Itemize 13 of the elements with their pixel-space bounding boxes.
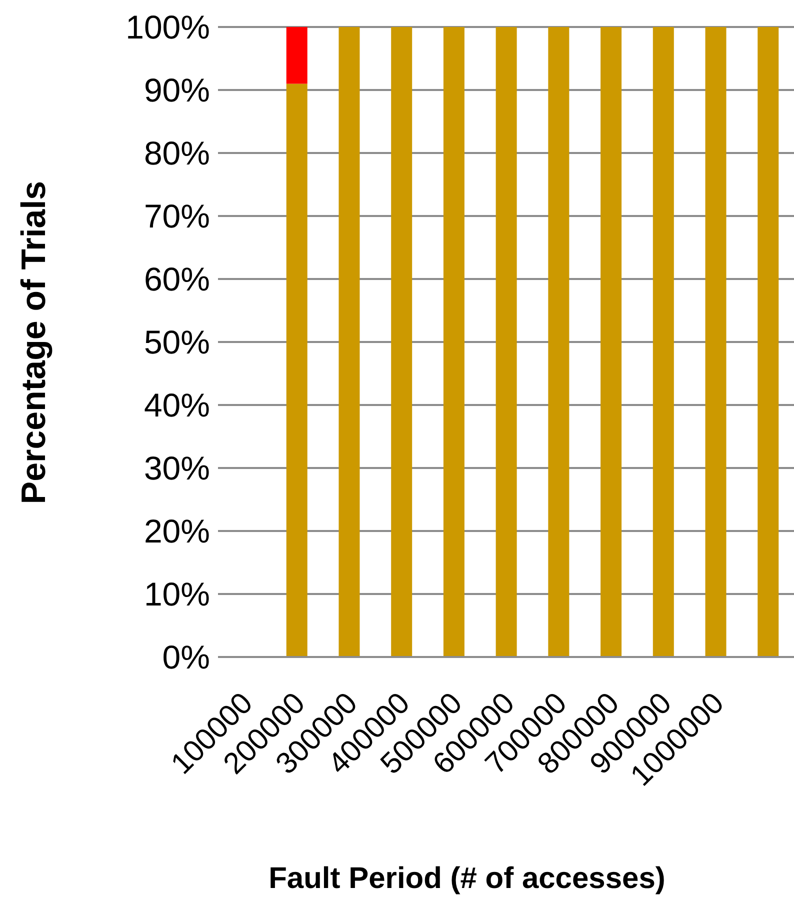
y-tick-label: 20% bbox=[144, 512, 210, 550]
y-tick-label: 80% bbox=[144, 134, 210, 172]
y-axis-title: Percentage of Trials bbox=[16, 180, 54, 504]
y-tick-label: 50% bbox=[144, 324, 210, 361]
y-tick-label: 70% bbox=[144, 198, 210, 235]
y-tick-label: 0% bbox=[162, 638, 210, 676]
y-tick-label: 10% bbox=[144, 576, 210, 613]
y-tick-label: 90% bbox=[144, 72, 210, 109]
y-tick-label: 100% bbox=[126, 8, 210, 46]
y-tick-label: 60% bbox=[144, 260, 210, 298]
y-tick-label: 40% bbox=[144, 386, 210, 424]
y-tick-label: 30% bbox=[144, 450, 210, 487]
x-axis-title: Fault Period (# of accesses) bbox=[268, 862, 666, 896]
